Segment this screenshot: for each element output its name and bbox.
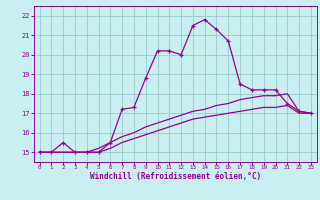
X-axis label: Windchill (Refroidissement éolien,°C): Windchill (Refroidissement éolien,°C) [90, 172, 261, 181]
